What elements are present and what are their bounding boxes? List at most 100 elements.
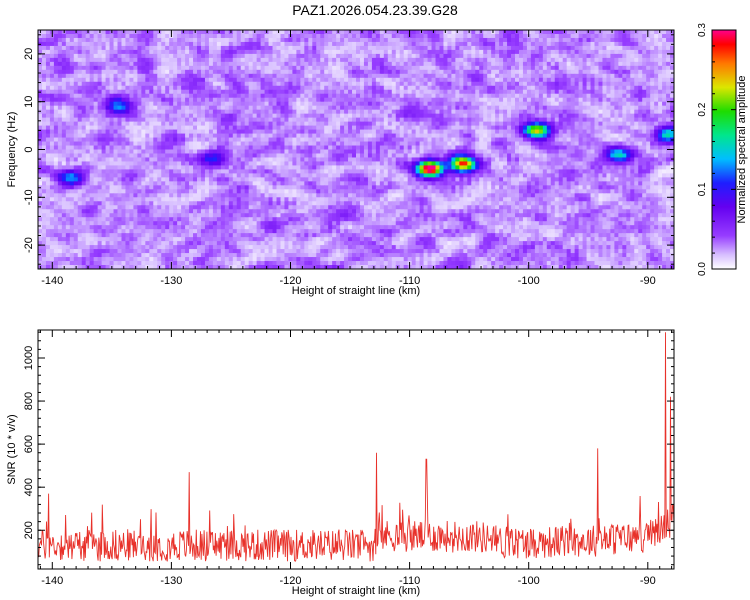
spectrogram-cell (244, 121, 250, 127)
spectrogram-cell (117, 77, 123, 83)
spectrogram-cell (419, 49, 425, 55)
spectrogram-cell (105, 153, 111, 159)
spectrogram-cell (173, 149, 178, 155)
spectrogram-cell (550, 105, 556, 111)
spectrogram-cell (292, 37, 297, 43)
spectrogram-cell (344, 81, 349, 87)
spectrogram-cell (399, 81, 405, 87)
spectrogram-cell (216, 141, 222, 147)
spectrogram-cell (304, 101, 309, 107)
spectrogram-cell (248, 77, 254, 83)
spectrogram-cell (459, 37, 464, 43)
spectrogram-cell (153, 113, 158, 119)
spectrogram-cell (157, 33, 162, 39)
spectrogram-cell (320, 109, 325, 115)
spectrogram-cell (534, 137, 540, 143)
spectrogram-cell (185, 77, 190, 83)
spectrogram-cell (582, 41, 588, 47)
spectrogram-cell (662, 53, 667, 59)
spectrogram-cell (495, 41, 500, 47)
spectrogram-cell (216, 149, 222, 155)
spectrogram-cell (332, 133, 337, 139)
spectrogram-cell (272, 37, 278, 43)
spectrogram-cell (260, 97, 266, 103)
spectrogram-cell (244, 73, 250, 79)
spectrogram-cell (332, 145, 337, 151)
spectrogram-cell (244, 49, 250, 55)
spectrogram-cell (248, 125, 254, 131)
spectrogram-cell (280, 45, 286, 51)
spectrogram-cell (57, 101, 63, 107)
spectrogram-cell (630, 101, 635, 107)
spectrogram-cell (463, 145, 468, 151)
spectrogram-cell (487, 141, 492, 147)
spectrogram-cell (594, 97, 600, 103)
spectrogram-cell (93, 61, 99, 67)
spectrogram-cell (546, 133, 552, 139)
spectrogram-cell (534, 37, 540, 43)
spectrogram-cell (550, 45, 556, 51)
spectrogram-cell (69, 30, 75, 35)
spectrogram-cell (431, 117, 437, 123)
spectrogram-cell (185, 109, 190, 115)
spectrogram-cell (455, 145, 460, 151)
spectrogram-cell (427, 109, 433, 115)
spectrogram-cell (212, 113, 218, 119)
spectrogram-cell (403, 85, 409, 91)
spectrogram-cell (618, 69, 623, 75)
spectrogram-cell (89, 89, 95, 95)
spectrogram-cell (45, 141, 51, 147)
spectrogram-cell (574, 45, 580, 51)
spectrogram-cell (634, 45, 639, 51)
spectrogram-cell (348, 33, 353, 39)
spectrogram-cell (407, 65, 413, 71)
spectrogram-cell (483, 137, 488, 143)
spectrogram-cell (570, 33, 576, 39)
spectrogram-cell (272, 141, 278, 147)
spectrogram-cell (542, 65, 548, 71)
spectrogram-cell (610, 33, 615, 39)
spectrogram-cell (53, 109, 59, 115)
spectrogram-cell (280, 125, 286, 131)
spectrogram-cell (634, 93, 639, 99)
spectrogram-cell (161, 81, 166, 87)
spectrogram-cell (312, 37, 317, 43)
spectrogram-cell (602, 113, 608, 119)
spectrogram-cell (455, 113, 460, 119)
spectrogram-cell (415, 141, 421, 147)
spectrogram-cell (45, 77, 51, 83)
spectrogram-cell (638, 69, 643, 75)
spectrogram-cell (467, 65, 472, 71)
spectrogram-cell (308, 89, 313, 95)
spectrogram-cell (73, 81, 79, 87)
spectrogram-cell (45, 129, 51, 135)
spectrogram-cell (93, 30, 99, 35)
spectrogram-cell (292, 121, 297, 127)
spectrogram-cell (216, 101, 222, 107)
spectrogram-cell (97, 33, 103, 39)
spectrogram-cell (634, 81, 639, 87)
spectrogram-cell (638, 73, 643, 79)
spectrogram-cell (359, 141, 365, 147)
spectrogram-cell (451, 141, 456, 147)
spectrogram-cell (375, 85, 381, 91)
spectrogram-cell (371, 53, 377, 59)
spectrogram-cell (415, 53, 421, 59)
spectrogram-cell (499, 73, 504, 79)
spectrogram-cell (467, 77, 472, 83)
spectrogram-cell (447, 121, 453, 127)
spectrogram-cell (260, 49, 266, 55)
spectrogram-cell (467, 149, 472, 155)
spectrogram-cell (491, 125, 496, 131)
spectrogram-cell (427, 149, 433, 155)
spectrogram-cell (204, 89, 210, 95)
spectrogram-cell (105, 65, 111, 71)
spectrogram-cell (272, 105, 278, 111)
spectrogram-cell (153, 61, 158, 67)
spectrogram-cell (129, 133, 135, 139)
spectrogram-cell (654, 57, 659, 63)
spectrogram-cell (646, 129, 651, 135)
spectrogram-cell (177, 33, 182, 39)
spectrogram-cell (41, 33, 47, 39)
